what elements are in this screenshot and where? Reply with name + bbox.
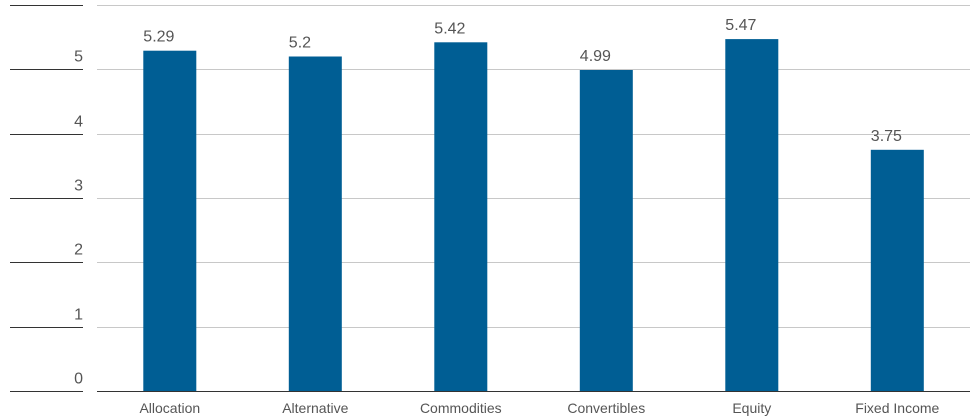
- y-tick-label: 6: [74, 0, 83, 2]
- bar: [143, 50, 197, 391]
- data-label: 5.47: [725, 17, 756, 34]
- bar: [434, 42, 488, 392]
- y-tick-label: 2: [74, 242, 83, 259]
- bar: [288, 56, 342, 391]
- x-tick-label: Equity: [732, 400, 771, 416]
- x-tick-label: Fixed Income: [855, 400, 939, 416]
- bar: [725, 39, 779, 391]
- y-tick-label: 4: [74, 114, 83, 131]
- data-label: 5.42: [434, 20, 465, 37]
- y-tick-label: 5: [74, 49, 83, 66]
- y-axis-ticks: 0 1 2 3 4 5 6: [10, 0, 83, 392]
- data-label: 4.99: [580, 48, 611, 65]
- x-tick-label: Allocation: [139, 400, 200, 416]
- bar: [579, 70, 633, 391]
- data-label: 3.75: [871, 128, 902, 145]
- bars: [143, 39, 924, 392]
- x-tick-label: Alternative: [282, 400, 348, 416]
- y-tick-label: 3: [74, 178, 83, 195]
- bar: [870, 149, 924, 391]
- x-tick-label: Commodities: [420, 400, 502, 416]
- x-tick-label: Convertibles: [567, 400, 645, 416]
- y-tick-label: 1: [74, 307, 83, 324]
- data-label: 5.29: [143, 29, 174, 46]
- grid-lines: [97, 5, 970, 392]
- value-labels: 5.29 5.2 5.42 4.99 5.47 3.75: [143, 17, 902, 145]
- y-tick-label: 0: [74, 371, 83, 388]
- category-labels: Allocation Alternative Commodities Converti…: [139, 400, 939, 416]
- data-label: 5.2: [289, 35, 311, 52]
